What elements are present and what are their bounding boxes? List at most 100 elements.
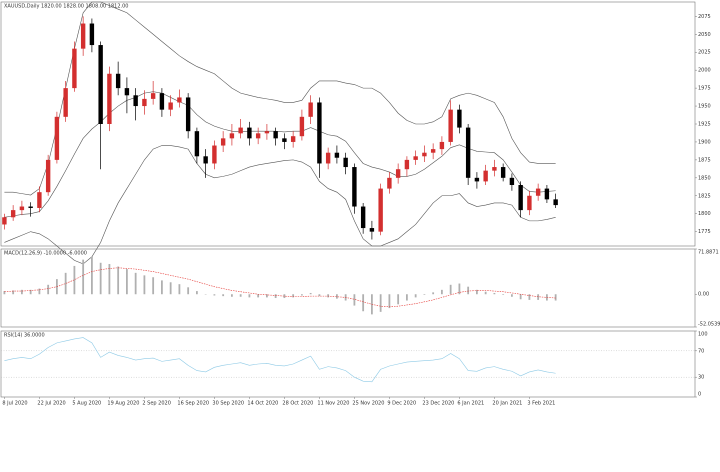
macd-bar xyxy=(379,294,382,312)
macd-bar xyxy=(309,292,312,295)
candle-body xyxy=(37,192,42,208)
rsi-line xyxy=(4,337,556,383)
candle-body xyxy=(10,210,16,218)
candle-body xyxy=(527,195,532,211)
macd-bar xyxy=(388,294,391,309)
bollinger-band xyxy=(4,91,556,218)
y-tick-label: 100 xyxy=(698,332,708,338)
macd-bar xyxy=(73,265,76,295)
macd-bar xyxy=(21,289,23,295)
macd-bar xyxy=(423,294,426,295)
macd-bar xyxy=(64,272,67,295)
macd-bar xyxy=(502,294,505,295)
candle-body xyxy=(290,136,296,142)
macd-bar xyxy=(134,272,137,295)
macd-bar xyxy=(196,291,198,295)
macd-bar xyxy=(3,291,6,295)
macd-bar xyxy=(414,294,417,298)
candle-body xyxy=(115,73,121,89)
candle-body xyxy=(518,185,523,211)
macd-bar xyxy=(327,294,330,298)
x-tick-label: 2 Sep 2020 xyxy=(142,401,171,407)
candle-body xyxy=(63,88,68,117)
macd-bar xyxy=(266,294,268,298)
candle-body xyxy=(553,199,558,206)
macd-bar xyxy=(467,286,470,295)
x-tick-label: 23 Dec 2020 xyxy=(422,401,454,407)
candle-body xyxy=(509,177,515,185)
candle-body xyxy=(317,102,322,164)
candle-body xyxy=(535,188,541,196)
candle-body xyxy=(500,167,506,178)
candle-body xyxy=(45,159,51,193)
macd-bar xyxy=(432,292,435,295)
candle-body xyxy=(448,109,453,142)
macd-bar xyxy=(222,294,225,297)
macd-bar xyxy=(537,294,540,300)
candle-body xyxy=(378,188,383,232)
macd-bar xyxy=(458,283,461,295)
macd-bar xyxy=(248,294,251,298)
candle-body xyxy=(282,138,287,142)
candle-body xyxy=(413,156,418,160)
x-tick-label: 11 Nov 2020 xyxy=(317,401,349,407)
candle-body xyxy=(124,88,130,96)
y-tick-label: 1825 xyxy=(698,193,711,199)
panel-frame xyxy=(0,1,696,247)
candle-body xyxy=(395,169,401,178)
x-tick-label: 30 Sep 2020 xyxy=(212,401,244,407)
candle-body xyxy=(212,145,217,164)
macd-bar xyxy=(143,275,146,295)
macd-bar xyxy=(82,259,85,295)
candle-body xyxy=(168,102,173,110)
macd-bar xyxy=(29,289,32,295)
candle-body xyxy=(2,217,7,225)
y-tick-label: 71.8871 xyxy=(698,250,719,256)
candle-body xyxy=(273,131,278,139)
macd-bar xyxy=(397,294,400,305)
panel-frame xyxy=(0,248,696,328)
signal-line xyxy=(4,267,556,308)
y-tick-label: 30 xyxy=(698,375,704,381)
candle-body xyxy=(474,177,480,182)
candle-body xyxy=(194,131,200,157)
candle-body xyxy=(19,206,25,211)
macd-bar xyxy=(353,294,356,306)
y-tick-label: 2000 xyxy=(698,68,711,74)
candle-body xyxy=(72,48,77,89)
candle-body xyxy=(80,23,86,49)
x-tick-label: 16 Sep 2020 xyxy=(177,401,209,407)
candle-body xyxy=(159,93,165,110)
macd-bar xyxy=(161,280,163,295)
candle-body xyxy=(369,228,375,232)
candle-body xyxy=(177,97,182,103)
y-tick-label: 1925 xyxy=(698,122,711,128)
candle-body xyxy=(247,127,252,139)
macd-bar xyxy=(362,294,365,312)
macd-bar xyxy=(336,294,338,299)
candle-body xyxy=(203,156,208,164)
candle-body xyxy=(430,149,436,153)
candle-body xyxy=(185,97,191,132)
macd-bar xyxy=(108,264,111,295)
x-tick-label: 20 Jan 2021 xyxy=(492,401,522,407)
bollinger-band xyxy=(4,1,556,196)
macd-bar xyxy=(117,266,120,295)
macd-bar xyxy=(257,294,260,298)
x-tick-label: 6 Jan 2021 xyxy=(457,401,484,407)
macd-bar xyxy=(528,294,531,300)
y-tick-label: 1875 xyxy=(698,157,711,163)
macd-bar xyxy=(449,284,452,295)
macd-bar xyxy=(239,294,242,297)
macd-bar xyxy=(283,294,286,299)
candle-body xyxy=(360,206,366,229)
macd-bar xyxy=(126,269,128,295)
macd-bar xyxy=(554,294,557,301)
macd-bar xyxy=(187,287,190,295)
x-tick-label: 9 Dec 2020 xyxy=(387,401,416,407)
candle-body xyxy=(28,206,33,208)
candle-body xyxy=(238,127,243,134)
candle-body xyxy=(308,102,313,117)
y-tick-label: 1975 xyxy=(698,86,711,92)
